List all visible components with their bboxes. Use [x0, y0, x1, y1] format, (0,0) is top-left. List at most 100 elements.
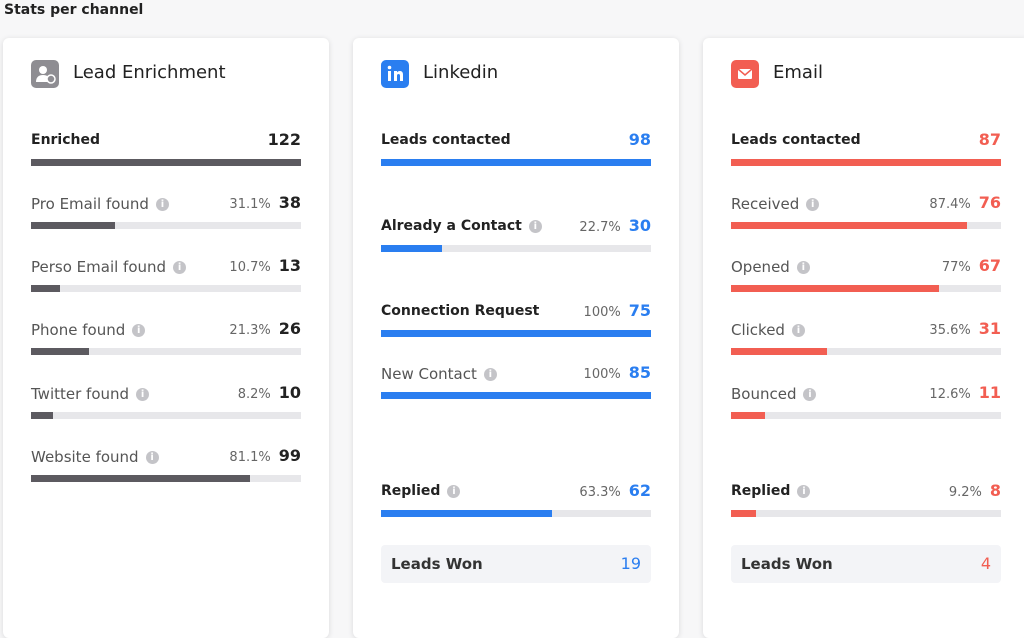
row-values: 63.3% 62 — [579, 481, 651, 500]
row-percent: 8.2% — [237, 387, 271, 402]
row-values: 100 75 — [584, 301, 651, 320]
info-icon: i — [528, 219, 542, 233]
row-label-text: Leads contacted — [381, 132, 511, 148]
row-count: 87 — [978, 130, 1001, 149]
bar-track — [381, 330, 651, 337]
leads-won-label: Leads Won — [391, 555, 483, 573]
card: Linkedin Leads contacted 98 Already a Conta… — [353, 38, 679, 638]
info-icon: i — [791, 323, 805, 337]
row-values: 21.3% 26 — [229, 319, 301, 338]
bar-track — [381, 245, 651, 252]
row-label-text: Website found — [31, 448, 139, 466]
row-label: Website found i — [31, 448, 159, 466]
bar-fill — [381, 392, 651, 399]
card-icon — [31, 60, 59, 88]
row-values: 100 85 — [584, 363, 651, 382]
bar-fill — [731, 222, 967, 229]
bar-track — [31, 222, 301, 229]
info-icon: i — [797, 484, 811, 498]
bar-track — [31, 285, 301, 292]
bar-track — [31, 159, 301, 166]
bar-fill — [31, 285, 60, 292]
row-label-text: Phone found — [31, 321, 126, 339]
row-count: 85 — [628, 363, 651, 382]
bar-fill — [731, 285, 939, 292]
row-percent: 12.6% — [929, 387, 971, 402]
row-label-text: Pro Email found — [31, 195, 149, 213]
row-label: Phone found i — [31, 321, 146, 339]
row-values: 81.1% 99 — [229, 446, 301, 465]
row-values: 77 67 — [942, 256, 1001, 275]
row-label: Pro Email found i — [31, 195, 169, 213]
row-label-text: Opened — [731, 258, 790, 276]
row-label-text: Received — [731, 195, 800, 213]
row-count: 99 — [278, 446, 301, 465]
card-icon — [381, 60, 409, 88]
row-label-text: Twitter found — [31, 385, 130, 403]
row-values: 35.6% 31 — [929, 319, 1001, 338]
row-percent: 9.2% — [948, 485, 982, 500]
bar-fill — [31, 159, 301, 166]
row-count: 75 — [628, 301, 651, 320]
row-count: 31 — [978, 319, 1001, 338]
row-label-text: Enriched — [31, 132, 101, 148]
bar-fill — [31, 348, 89, 355]
bar-fill — [731, 348, 828, 355]
row-percent: 10.7% — [229, 260, 271, 275]
bar-track — [731, 412, 1001, 419]
row-values: 87.4% 76 — [929, 193, 1001, 212]
card-icon — [731, 60, 759, 88]
row-label-text: Replied — [731, 483, 791, 499]
row-count: 26 — [278, 319, 301, 338]
bar-track — [731, 159, 1001, 166]
bar-fill — [381, 245, 443, 252]
row-label: Already a Contact i — [381, 218, 542, 234]
row-percent: 35.6% — [929, 323, 971, 338]
bar-fill — [731, 412, 766, 419]
row-label: Leads contacted — [381, 132, 511, 148]
row-values: 98 — [629, 130, 651, 149]
leads-won: Leads Won 19 — [381, 545, 651, 583]
row-count: 11 — [978, 383, 1001, 402]
info-icon: i — [806, 197, 820, 211]
page-title: Stats per channel — [4, 2, 144, 18]
row-percent: 31.1% — [229, 197, 271, 212]
row-label: Connection Request — [381, 303, 539, 319]
bar-fill — [731, 159, 1001, 166]
row-label: Leads contacted — [731, 132, 861, 148]
card: Email Leads contacted 87 Received i 87.4% 76 Op… — [703, 38, 1024, 638]
card-title: Lead Enrichment — [73, 62, 226, 83]
row-values: 10.7% 13 — [229, 256, 301, 275]
row-label: Bounced i — [731, 385, 817, 403]
row-count: 76 — [978, 193, 1001, 212]
leads-won-count: 19 — [620, 554, 641, 573]
row-label-text: Bounced — [731, 385, 797, 403]
row-count: 13 — [278, 256, 301, 275]
row-count: 10 — [278, 383, 301, 402]
row-label-text: Leads contacted — [731, 132, 861, 148]
row-label: Perso Email found i — [31, 258, 187, 276]
row-percent: 87.4% — [929, 197, 971, 212]
leads-won-label: Leads Won — [741, 555, 833, 573]
bar-fill — [731, 510, 756, 517]
info-icon: i — [483, 367, 497, 381]
card-title: Email — [773, 62, 823, 83]
bar-track — [731, 348, 1001, 355]
bar-fill — [31, 412, 54, 419]
bar-track — [731, 222, 1001, 229]
row-label: Opened i — [731, 258, 810, 276]
row-label-text: Already a Contact — [381, 218, 522, 234]
bar-track — [381, 392, 651, 399]
info-icon: i — [447, 484, 461, 498]
info-icon: i — [145, 450, 159, 464]
row-percent: 81.1% — [229, 450, 271, 465]
row-count: 98 — [628, 130, 651, 149]
bar-fill — [381, 510, 552, 517]
bar-track — [381, 159, 651, 166]
row-label-text: New Contact — [381, 365, 477, 383]
row-label-text: Clicked — [731, 321, 785, 339]
bar-track — [31, 348, 301, 355]
row-label-text: Replied — [381, 483, 441, 499]
bar-track — [731, 510, 1001, 517]
bar-fill — [31, 475, 250, 482]
